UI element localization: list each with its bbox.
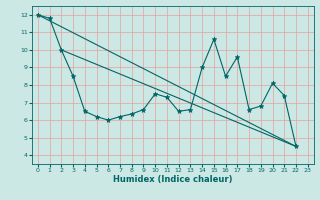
X-axis label: Humidex (Indice chaleur): Humidex (Indice chaleur) — [113, 175, 233, 184]
